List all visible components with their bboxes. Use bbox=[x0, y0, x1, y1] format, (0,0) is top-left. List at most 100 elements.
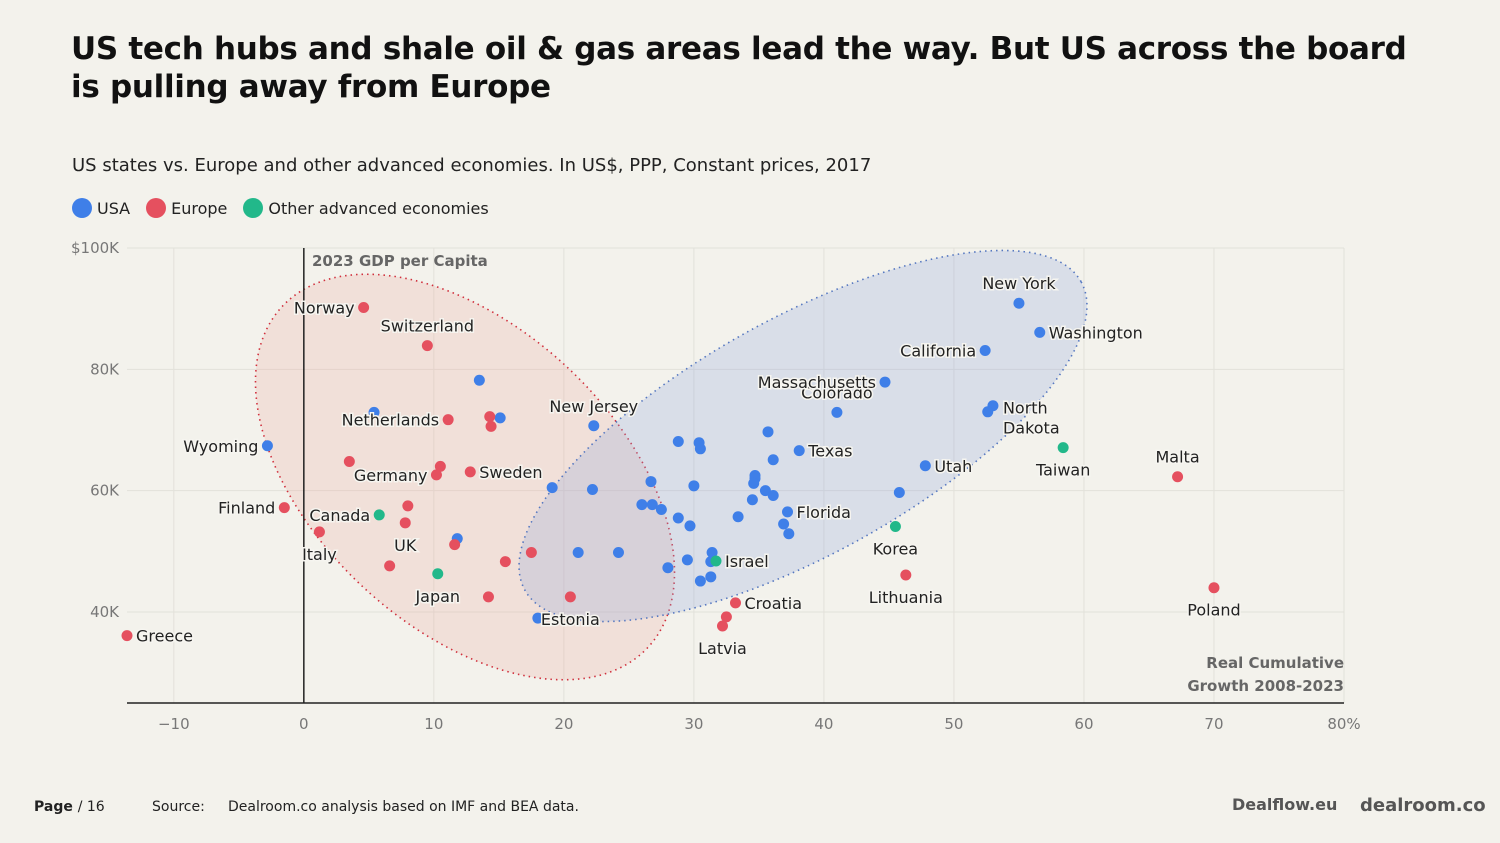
data-point bbox=[484, 411, 496, 423]
data-point bbox=[672, 436, 684, 448]
data-point bbox=[525, 547, 537, 559]
usa-cluster-region bbox=[518, 249, 1088, 623]
data-point bbox=[767, 490, 779, 502]
data-point bbox=[672, 512, 684, 524]
point-label: Croatia bbox=[745, 594, 803, 613]
data-point bbox=[432, 568, 444, 580]
data-point bbox=[121, 630, 133, 642]
data-point bbox=[782, 506, 794, 518]
point-label: Wyoming bbox=[183, 437, 258, 456]
point-label: Korea bbox=[873, 539, 918, 558]
data-point bbox=[546, 482, 558, 494]
dealflow-logo: Dealflow.eu bbox=[1232, 795, 1338, 814]
x-tick-label: 30 bbox=[684, 715, 703, 733]
point-label: Finland bbox=[218, 499, 275, 518]
data-point bbox=[893, 486, 905, 498]
data-point bbox=[783, 528, 795, 540]
data-point bbox=[313, 526, 325, 538]
data-point bbox=[586, 483, 598, 495]
y-tick-label: 40K bbox=[90, 603, 120, 621]
data-point bbox=[705, 571, 717, 583]
data-point bbox=[688, 480, 700, 492]
x-axis-title-line2: Growth 2008-2023 bbox=[1187, 677, 1344, 695]
data-point bbox=[746, 494, 758, 506]
data-point bbox=[373, 509, 385, 521]
data-point bbox=[278, 502, 290, 514]
data-point bbox=[684, 520, 696, 532]
data-point bbox=[261, 440, 273, 452]
dealroom-logo: dealroom.co bbox=[1360, 795, 1486, 816]
data-point bbox=[399, 517, 411, 529]
x-tick-label: 80% bbox=[1327, 715, 1360, 733]
x-tick-label: 20 bbox=[554, 715, 573, 733]
data-point bbox=[564, 591, 576, 603]
data-point bbox=[482, 591, 494, 603]
data-point bbox=[979, 345, 991, 357]
point-label: Taiwan bbox=[1035, 461, 1090, 480]
point-label: North bbox=[1003, 399, 1048, 418]
data-point bbox=[982, 406, 994, 418]
point-label: Netherlands bbox=[342, 411, 440, 430]
point-label: Italy bbox=[302, 545, 337, 564]
data-point bbox=[343, 456, 355, 468]
legend: USA Europe Other advanced economies bbox=[72, 198, 489, 218]
data-point bbox=[706, 547, 718, 559]
data-point bbox=[485, 420, 497, 432]
legend-swatch-other bbox=[243, 198, 264, 218]
data-point bbox=[732, 511, 744, 523]
y-axis-title: 2023 GDP per Capita bbox=[312, 252, 488, 270]
data-point bbox=[694, 575, 706, 587]
page-word: Page bbox=[34, 799, 73, 815]
legend-swatch-europe bbox=[146, 198, 167, 218]
point-label: Poland bbox=[1187, 601, 1240, 620]
point-label: UK bbox=[394, 536, 417, 555]
point-label: Germany bbox=[354, 466, 428, 485]
data-point bbox=[1172, 471, 1184, 483]
point-label: Latvia bbox=[698, 639, 747, 658]
page-number: / 16 bbox=[77, 799, 105, 815]
legend-label: Other advanced economies bbox=[268, 198, 489, 218]
data-point bbox=[793, 445, 805, 457]
data-point bbox=[645, 476, 657, 488]
point-label: Dakota bbox=[1003, 419, 1060, 438]
data-point bbox=[612, 547, 624, 559]
x-tick-label: −10 bbox=[158, 715, 190, 733]
point-label: New York bbox=[982, 274, 1056, 293]
legend-item-other: Other advanced economies bbox=[243, 198, 489, 218]
data-point bbox=[449, 539, 461, 551]
point-label: California bbox=[900, 342, 976, 361]
data-point bbox=[464, 466, 476, 478]
data-point bbox=[384, 560, 396, 572]
data-point bbox=[532, 612, 544, 624]
y-tick-label: 80K bbox=[90, 360, 120, 378]
y-tick-label: 60K bbox=[90, 482, 120, 500]
data-point bbox=[636, 499, 648, 511]
data-point bbox=[1057, 442, 1069, 454]
data-point bbox=[879, 376, 891, 388]
data-point bbox=[442, 414, 454, 426]
legend-item-europe: Europe bbox=[146, 198, 227, 218]
legend-label: Europe bbox=[171, 198, 228, 218]
legend-label: USA bbox=[97, 198, 131, 218]
x-tick-label: 70 bbox=[1204, 715, 1223, 733]
point-label: Massachusetts bbox=[758, 373, 876, 392]
x-tick-label: 50 bbox=[944, 715, 963, 733]
x-tick-label: 10 bbox=[424, 715, 443, 733]
x-tick-label: 0 bbox=[299, 715, 309, 733]
page-title: US tech hubs and shale oil & gas areas l… bbox=[71, 31, 1407, 105]
data-point bbox=[434, 460, 446, 472]
point-label: Colorado bbox=[801, 383, 873, 402]
point-label: Switzerland bbox=[381, 317, 474, 336]
chart-subtitle: US states vs. Europe and other advanced … bbox=[72, 155, 872, 176]
point-label: Texas bbox=[807, 442, 852, 461]
data-point bbox=[368, 406, 380, 418]
data-point bbox=[1013, 297, 1025, 309]
point-label: New Jersey bbox=[549, 397, 638, 416]
data-point bbox=[889, 520, 901, 532]
x-tick-label: 60 bbox=[1074, 715, 1093, 733]
europe-cluster-region bbox=[254, 273, 676, 681]
data-point bbox=[421, 340, 433, 352]
x-tick-label: 40 bbox=[814, 715, 833, 733]
data-point bbox=[716, 620, 728, 632]
